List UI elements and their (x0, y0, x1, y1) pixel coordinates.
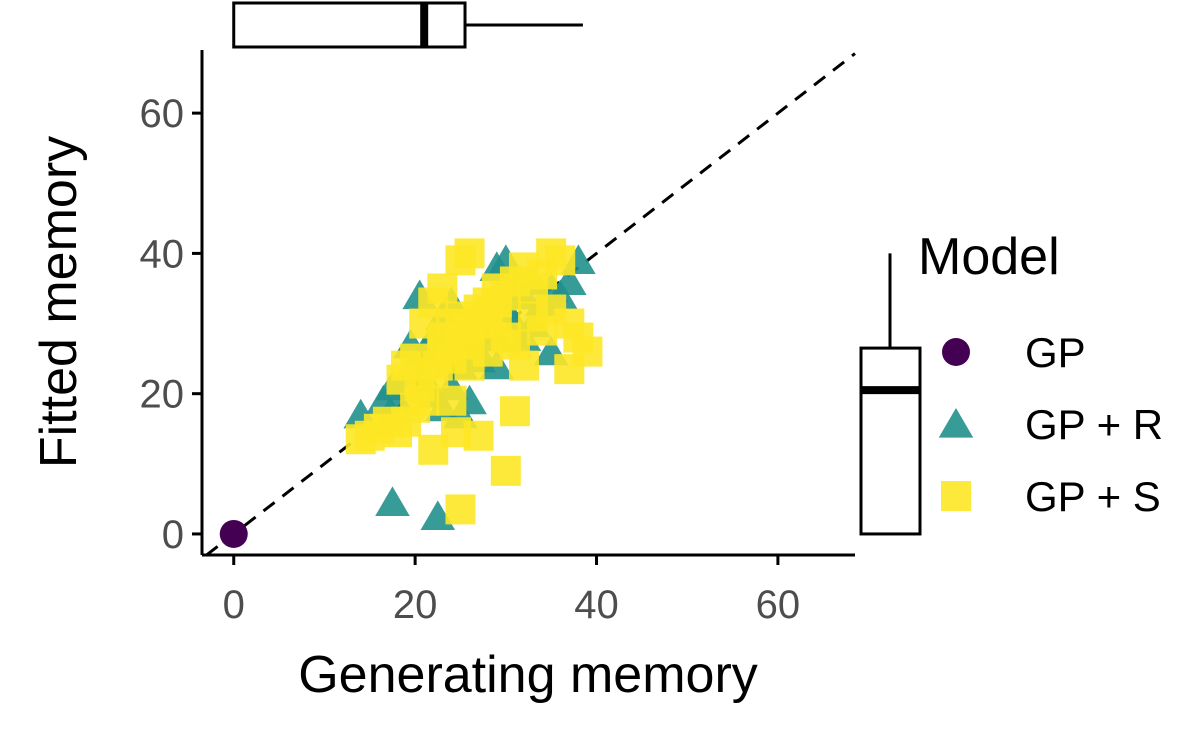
x-tick-label: 40 (574, 583, 619, 627)
legend-label-gp-s: GP + S (1025, 473, 1161, 520)
x-tick-label: 60 (756, 583, 801, 627)
point-gp-s (481, 273, 512, 304)
y-tick-label: 60 (140, 92, 185, 136)
point-gp-s (481, 308, 512, 339)
point-gp-r (552, 265, 587, 296)
top-marginal-boxplot (232, 1, 583, 49)
point-gp-s (427, 273, 458, 304)
legend-key-gp (942, 338, 970, 366)
x-tick-label: 0 (223, 583, 245, 627)
point-gp-r (375, 486, 410, 516)
point-gp-s (386, 364, 417, 395)
point-gp-s (463, 420, 494, 451)
y-tick-label: 20 (140, 373, 185, 417)
boxplot-box (859, 346, 922, 536)
point-gp-s (554, 354, 585, 385)
point-gp (219, 519, 248, 548)
point-gp-s (499, 396, 530, 427)
legend-label-gp: GP (1025, 329, 1086, 376)
data-points (219, 238, 603, 548)
legend-key-gp-s (941, 481, 971, 511)
point-gp-s (445, 494, 476, 525)
x-tick-label: 20 (393, 583, 438, 627)
x-axis-title: Generating memory (298, 646, 758, 704)
point-gp-s (436, 385, 467, 416)
legend-label-gp-r: GP + R (1025, 401, 1163, 448)
legend-title: Model (918, 228, 1060, 286)
y-axis-ticks: 0 20 40 60 (140, 92, 202, 557)
y-axis-title: Fitted memory (30, 136, 88, 468)
legend-key-gp-r (938, 408, 974, 438)
plot-panel: 0 20 40 60 0 20 40 60 (140, 50, 856, 627)
point-gp-s (422, 350, 453, 381)
point-gp-s (490, 455, 521, 486)
point-gp-s (545, 245, 576, 276)
point-gp-s (536, 294, 567, 325)
x-axis-ticks: 0 20 40 60 (223, 555, 801, 627)
point-gp-s (454, 238, 485, 269)
y-tick-label: 0 (162, 513, 184, 557)
right-marginal-boxplot (859, 253, 922, 536)
point-gp-s (472, 336, 503, 367)
point-gp-s (508, 350, 539, 381)
legend: Model GP GP + R GP + S (918, 228, 1163, 520)
y-tick-label: 40 (140, 232, 185, 276)
legend-items: GP GP + R GP + S (938, 329, 1163, 520)
boxplot-box (232, 1, 467, 49)
